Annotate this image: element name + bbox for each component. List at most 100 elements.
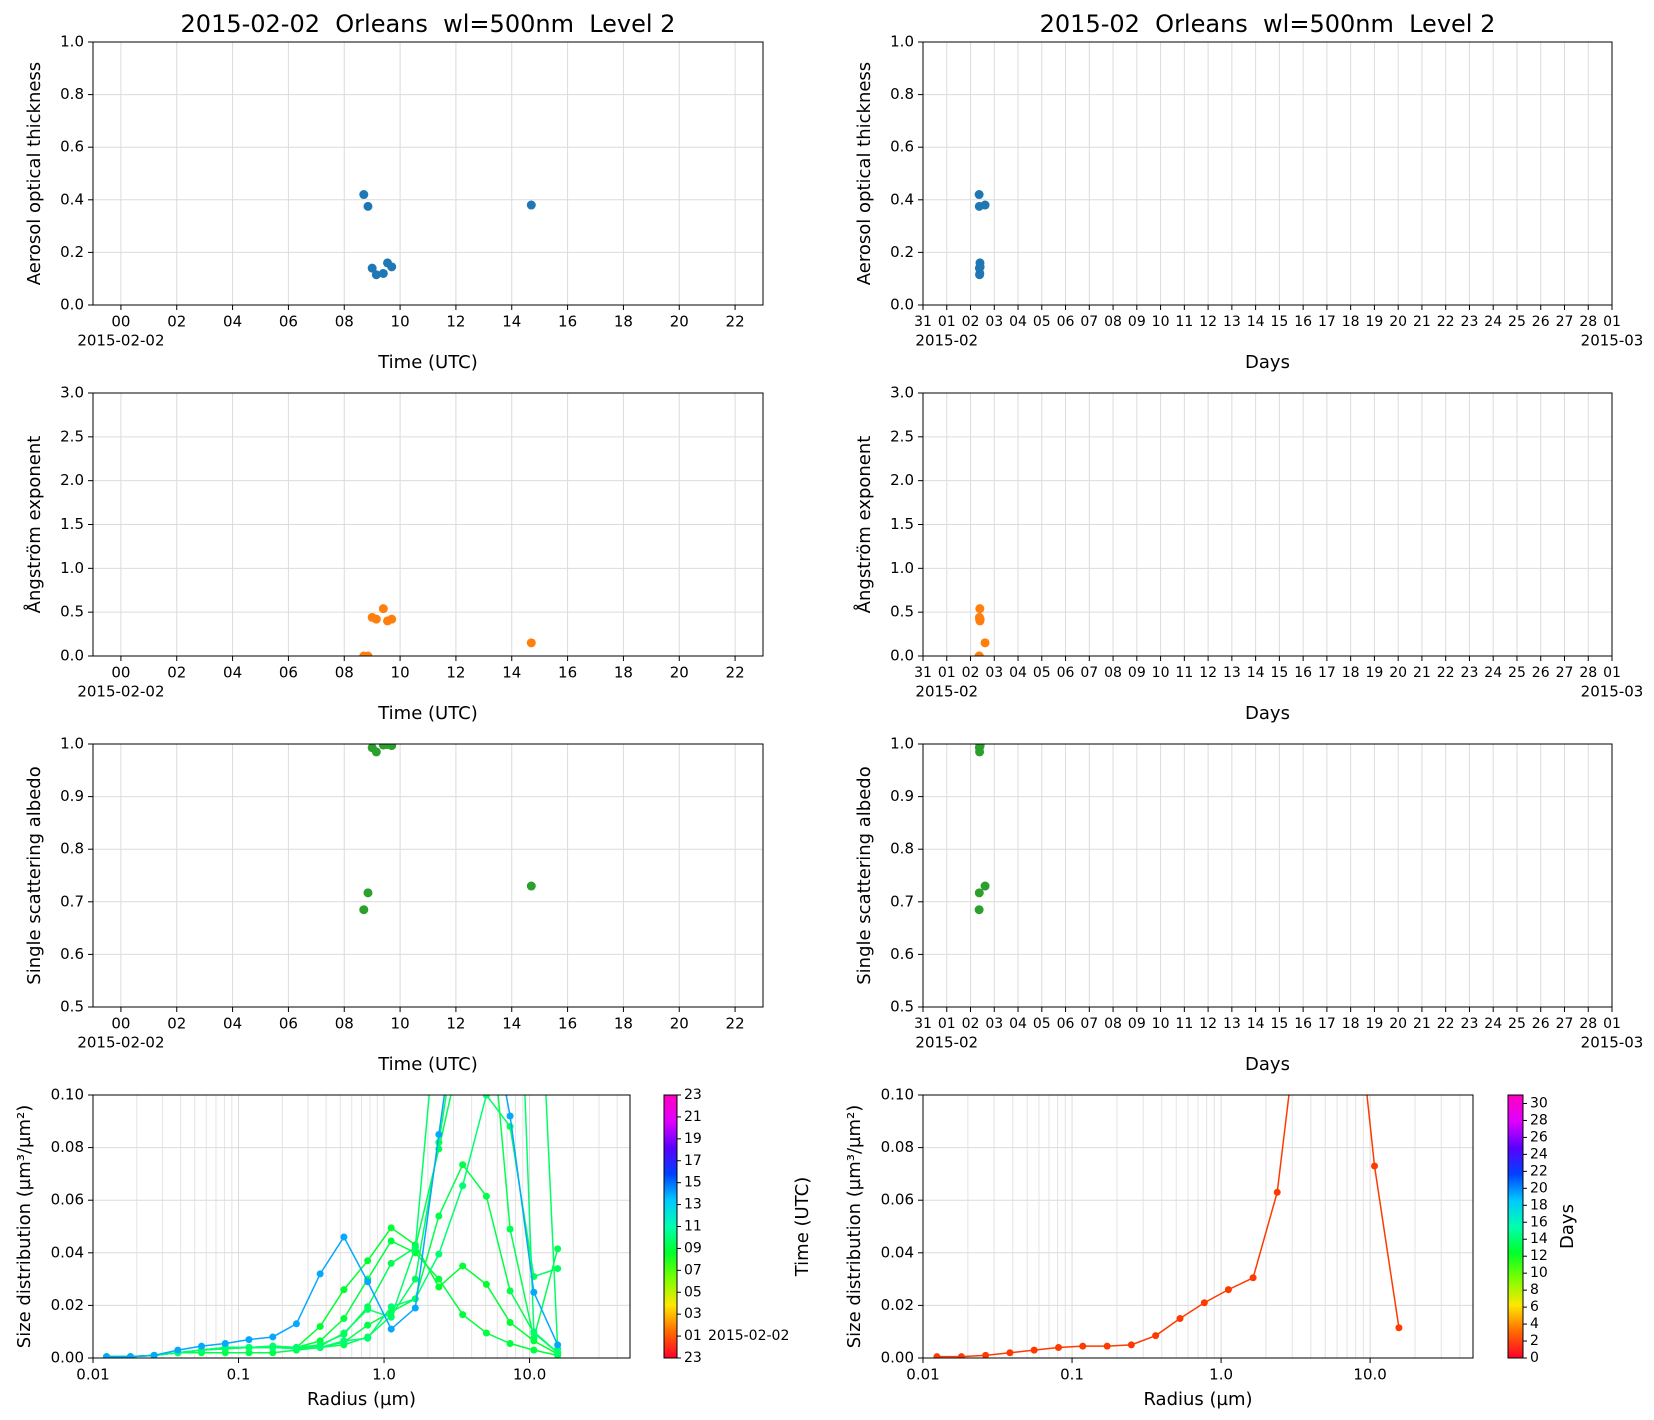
x-tick-label: 01	[1603, 665, 1621, 681]
x-tick-label: 0.01	[76, 1366, 109, 1384]
x-tick-label: 19	[1365, 1016, 1383, 1032]
y-axis-label: Single scattering albedo	[854, 766, 875, 984]
y-axis-label: Single scattering albedo	[24, 766, 45, 984]
y-tick-label: 0.06	[881, 1191, 914, 1209]
point	[435, 1283, 443, 1291]
axes-frame	[922, 392, 1613, 657]
x-tick-label: 17	[1318, 665, 1336, 681]
point	[975, 262, 985, 272]
point	[980, 200, 990, 210]
y-tick-label: 0.0	[890, 647, 914, 665]
x-axis-label: Time (UTC)	[377, 1054, 478, 1075]
series-line	[106, 1095, 559, 1358]
x-tick-label: 25	[1508, 314, 1526, 330]
axes-frame	[922, 743, 1613, 1008]
x-tick-label: 27	[1556, 1016, 1574, 1032]
y-tick-label: 1.0	[60, 33, 84, 51]
point	[1030, 1346, 1038, 1354]
y-tick-label: 0.08	[51, 1138, 84, 1156]
x-tick-label: 20	[670, 664, 689, 682]
point	[269, 1349, 277, 1357]
point	[316, 1343, 324, 1351]
point	[974, 888, 984, 898]
point	[411, 1295, 419, 1303]
colorbar-tick-label: 8	[1530, 1282, 1539, 1298]
y-axis-label: Ångström exponent	[23, 436, 45, 614]
x-tick-label: 01	[938, 665, 956, 681]
point	[1273, 1188, 1281, 1196]
x-tick-label: 02	[167, 1015, 186, 1033]
point	[387, 1303, 395, 1311]
x-offset-label: 2015-03	[1581, 332, 1644, 350]
axes-frame	[92, 743, 764, 1008]
point	[1298, 986, 1305, 993]
colorbar-tick-label: 24	[1530, 1146, 1548, 1162]
x-tick-label: 23	[1461, 665, 1479, 681]
point	[507, 697, 514, 704]
point	[364, 1305, 372, 1313]
point	[1395, 1324, 1403, 1332]
point	[340, 1315, 348, 1323]
x-tick-label: 09	[1128, 314, 1146, 330]
point	[364, 1278, 372, 1286]
point	[435, 1130, 443, 1138]
x-tick-label: 12	[1199, 1016, 1217, 1032]
x-tick-label: 04	[1009, 665, 1027, 681]
point	[482, 1280, 490, 1288]
series-line	[936, 1095, 1400, 1358]
point	[1127, 1341, 1135, 1349]
x-tick-label: 04	[1009, 314, 1027, 330]
point	[530, 1288, 538, 1296]
x-tick-label: 06	[279, 664, 298, 682]
point	[340, 1337, 348, 1345]
point	[363, 651, 373, 656]
y-tick-label: 0.8	[60, 840, 84, 858]
point	[459, 1182, 467, 1190]
point	[1224, 1286, 1232, 1294]
y-tick-label: 0.0	[60, 647, 84, 665]
x-tick-label: 18	[614, 313, 633, 331]
x-tick-label: 0.1	[227, 1366, 251, 1384]
colorbar-tick-label: 07	[684, 1262, 702, 1278]
y-tick-label: 0.2	[60, 243, 84, 261]
point	[292, 1343, 300, 1351]
y-tick-label: 0.02	[881, 1296, 914, 1314]
x-tick-label: 20	[1389, 665, 1407, 681]
y-tick-label: 0.2	[890, 243, 914, 261]
x-tick-label: 27	[1556, 665, 1574, 681]
colorbar-tick-label: 17	[684, 1153, 702, 1169]
colorbar-offset-label: 2015-02-02	[708, 1328, 789, 1344]
point	[359, 190, 369, 200]
colorbar-label: Time (UTC)	[792, 1177, 813, 1278]
x-tick-label: 14	[502, 664, 521, 682]
x-tick-label: 14	[1247, 665, 1265, 681]
point	[482, 1192, 490, 1200]
point	[269, 1333, 277, 1341]
x-tick-label: 1.0	[372, 1366, 396, 1384]
x-tick-label: 03	[985, 665, 1003, 681]
point	[554, 1245, 562, 1253]
point	[975, 604, 985, 614]
x-tick-label: 21	[1413, 1016, 1431, 1032]
x-axis-label: Radius (µm)	[1143, 1389, 1252, 1410]
y-tick-label: 2.5	[890, 427, 914, 445]
point	[387, 744, 397, 751]
x-tick-label: 01	[1603, 1016, 1621, 1032]
x-tick-label: 07	[1080, 665, 1098, 681]
y-tick-label: 0.6	[60, 138, 84, 156]
x-tick-label: 17	[1318, 1016, 1336, 1032]
point	[482, 1095, 490, 1099]
colorbar-tick-label: 30	[1530, 1095, 1548, 1111]
y-tick-label: 0.0	[890, 296, 914, 314]
x-tick-label: 08	[335, 1015, 354, 1033]
point	[371, 747, 381, 757]
point	[435, 986, 442, 993]
y-tick-label: 0.04	[51, 1243, 84, 1261]
series-line	[106, 1095, 558, 1358]
x-tick-label: 23	[1461, 314, 1479, 330]
x-tick-label: 11	[1175, 665, 1193, 681]
colorbar-tick-label: 21	[684, 1109, 702, 1125]
axes-frame	[922, 1094, 1474, 1359]
x-tick-label: 14	[502, 313, 521, 331]
y-tick-label: 0.00	[881, 1349, 914, 1367]
